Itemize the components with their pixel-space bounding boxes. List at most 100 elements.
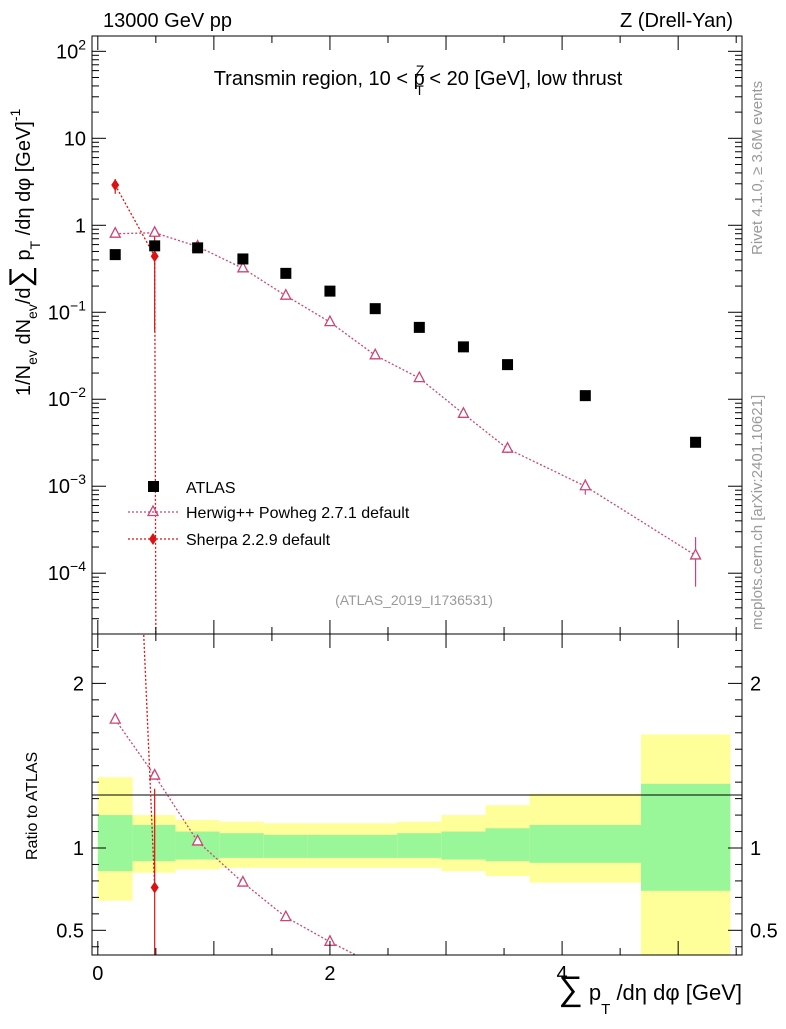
atlas-point (457, 341, 469, 353)
ratio-herwig-point (279, 909, 292, 922)
y-tick-label: 10 (64, 128, 86, 150)
y-tick-label: 10−1 (48, 297, 86, 324)
analysis-watermark: (ATLAS_2019_I1736531) (335, 592, 493, 608)
atlas-point (324, 285, 336, 297)
ratio-plot-frame (91, 633, 743, 956)
atlas-point (413, 321, 425, 333)
xlabel-rest: /dη dφ [GeV] (610, 980, 742, 1005)
ylabel-a-sub: ev (24, 350, 40, 365)
legend-herwig-marker (146, 504, 160, 517)
herwig-line (115, 232, 696, 556)
xlabel-p: p (583, 980, 601, 1005)
legend-sherpa-label: Sherpa 2.2.9 default (186, 532, 331, 549)
ratio-y-label: Ratio to ATLAS (24, 752, 41, 860)
legend-sherpa-marker (149, 533, 157, 545)
ylabel-sum: ∑ (4, 266, 37, 287)
atlas-point (690, 436, 702, 448)
ratio-herwig-point (191, 834, 204, 846)
legend-herwig-label: Herwig++ Powheg 2.7.1 default (186, 505, 410, 522)
herwig-point (369, 347, 382, 360)
atlas-point (280, 267, 292, 279)
title-pre: Transmin region, 10 < p (214, 68, 425, 90)
ratio-herwig-point (503, 989, 513, 999)
herwig-point (689, 548, 702, 560)
atlas-point (109, 249, 121, 261)
xlabel-sum: ∑ (559, 970, 583, 1008)
ratio-sherpa-line (143, 634, 156, 888)
sherpa-line (114, 184, 157, 634)
herwig-point (279, 288, 292, 300)
herwig-point (323, 314, 337, 327)
uncertainty-band-inner (485, 828, 530, 862)
ratio-y-tick-label-right: 1 (750, 838, 761, 860)
uncertainty-band-inner (529, 824, 642, 863)
mcplots-note: mcplots.cern.ch [arXiv:2401.10621] (749, 395, 766, 630)
herwig-point (236, 260, 249, 273)
legend-atlas-label: ATLAS (186, 480, 236, 497)
herwig-point (148, 225, 161, 237)
y-tick-label: 10−2 (48, 384, 86, 411)
main-plot: 10−4 10−3 10−2 10−1 1 10 102 Transmin region, … (4, 35, 743, 635)
xlabel-sub: T (601, 1001, 610, 1018)
uncertainty-band-inner (397, 833, 442, 858)
ylabel-b: dN (13, 319, 35, 350)
atlas-point (369, 303, 381, 315)
sherpa-point (111, 179, 120, 192)
uncertainty-band-inner (352, 834, 398, 858)
ratio-sherpa-point (150, 881, 159, 894)
plot-title: Transmin region, 10 < pZ T < 20 [GeV], lo… (214, 62, 623, 98)
ylabel-a: 1/N (13, 365, 35, 396)
ratio-y-tick-label-right: 0.5 (750, 920, 778, 942)
ratio-herwig-line (114, 719, 358, 955)
uncertainty-band-inner (307, 834, 352, 858)
title-post: < 20 [GeV], low thrust (424, 68, 623, 90)
ratio-herwig-point (414, 964, 424, 974)
atlas-point (149, 240, 161, 252)
title-sub: T (415, 82, 424, 98)
ratio-y-tick-label-left: 2 (73, 673, 84, 695)
x-tick-label: 4 (557, 963, 568, 985)
atlas-point (579, 390, 591, 402)
ratio-herwig-point (458, 979, 468, 989)
herwig-point (501, 441, 514, 453)
herwig-point (457, 406, 470, 418)
atlas-point (237, 253, 249, 265)
x-axis-label: ∑ pT /dη dφ [GeV] (559, 970, 742, 1018)
ratio-plot: 0.5 0.5 1 1 2 2 0 2 4 Ratio to ATLAS ∑ pT /dη d… (24, 633, 778, 1018)
ratio-herwig-point (370, 959, 380, 969)
y-axis-label: 1/Nev dNev/d∑ pT /dη dφ [GeV]-1 (4, 108, 43, 396)
process-label: Z (Drell-Yan) (620, 10, 733, 32)
ratio-y-tick-label-left: 1 (73, 838, 84, 860)
ratio-herwig-point (109, 712, 122, 724)
herwig-point (413, 370, 426, 383)
uncertainty-band-inner (97, 815, 133, 872)
ratio-y-tick-label-right: 2 (750, 673, 761, 695)
uncertainty-band-inner (641, 783, 731, 891)
uncertainty-band-inner (219, 833, 264, 858)
legend-atlas-marker (148, 481, 159, 492)
atlas-point (502, 359, 514, 371)
y-tick-label: 102 (56, 36, 86, 63)
ylabel-d: p (13, 249, 35, 266)
ratio-herwig-point (148, 768, 161, 780)
x-tick-label: 0 (92, 963, 103, 985)
uncertainty-band-inner (441, 831, 486, 860)
ylabel-e-sup: -1 (7, 108, 23, 121)
herwig-point (109, 226, 122, 238)
ratio-y-tick-label-left: 0.5 (56, 920, 84, 942)
sherpa-point (150, 250, 159, 263)
legend: ATLAS Herwig++ Powheg 2.7.1 default Sher… (128, 480, 410, 549)
ylabel-b-sub: ev (24, 304, 40, 319)
y-tick-label: 10−3 (48, 471, 86, 498)
ylabel-c: /d (13, 287, 35, 304)
ylabel-d-sub: T (27, 240, 43, 249)
uncertainty-band-inner (263, 834, 308, 858)
rivet-note: Rivet 4.1.0, ≥ 3.6M events (749, 81, 766, 255)
y-tick-label: 1 (75, 215, 86, 237)
x-tick-label: 2 (324, 963, 335, 985)
energy-label: 13000 GeV pp (103, 10, 232, 32)
y-tick-label: 10−4 (48, 558, 86, 585)
herwig-point (579, 478, 592, 491)
atlas-point (192, 242, 204, 254)
